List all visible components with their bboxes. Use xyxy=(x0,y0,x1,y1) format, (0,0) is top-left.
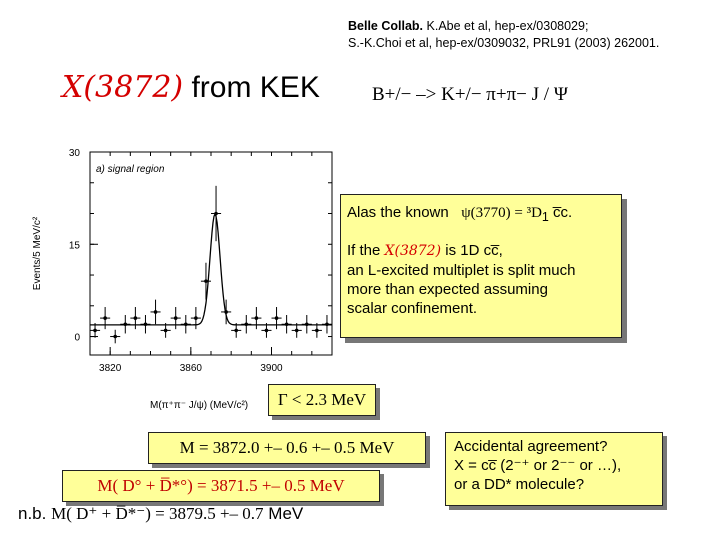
data-point xyxy=(103,316,107,320)
data-point xyxy=(284,322,289,327)
data-point xyxy=(163,328,168,333)
data-point xyxy=(294,328,299,333)
data-point xyxy=(93,328,97,333)
y-tick-label: 30 xyxy=(69,148,81,159)
info-box: Alas the known ψ(3770) = ³D1 c̅c. If the… xyxy=(340,194,622,338)
y-tick-label: 15 xyxy=(69,240,81,251)
data-point xyxy=(274,316,279,320)
data-point xyxy=(315,328,319,333)
mass-measurement-box: M = 3872.0 +– 0.6 +– 0.5 MeV xyxy=(148,432,426,464)
y-axis-label: Events/5 MeV/c² xyxy=(32,216,43,290)
x-tick-label: 3820 xyxy=(99,363,122,374)
data-point xyxy=(133,316,138,320)
data-point xyxy=(224,310,228,314)
d0-threshold-box: M( D° + D̅*°) = 3871.5 +– 0.5 MeV xyxy=(62,470,380,502)
fit-curve xyxy=(90,212,332,326)
data-point xyxy=(153,310,158,314)
info-line1: Alas the known ψ(3770) = ³D1 c̅c. xyxy=(347,204,573,224)
panel-label: a) signal region xyxy=(96,164,165,175)
slide-title: X(3872) from KEK xyxy=(62,70,320,105)
decay-channel: B+/− –> K+/− π+π− J / Ψ xyxy=(372,84,568,105)
accidental-box: Accidental agreement? X = cc̅ (2⁻⁺ or 2⁻… xyxy=(445,432,663,506)
collaboration-name: Belle Collab. xyxy=(348,19,424,33)
data-point xyxy=(304,322,309,327)
data-point xyxy=(254,316,259,320)
data-point xyxy=(143,322,148,327)
reference-line1: K.Abe et al, hep-ex/0308029; xyxy=(423,19,589,33)
reference-line2: S.-K.Choi et al, hep-ex/0309032, PRL91 (… xyxy=(348,36,660,50)
y-tick-label: 0 xyxy=(74,333,80,344)
data-point xyxy=(244,322,249,327)
data-point xyxy=(173,316,178,320)
x-axis-label: M(π⁺π⁻ J/ψ) (MeV/c²) xyxy=(150,400,248,411)
data-point xyxy=(123,322,128,327)
info-particle: X(3872) xyxy=(384,243,442,259)
reference-citation: Belle Collab. K.Abe et al, hep-ex/030802… xyxy=(348,18,659,52)
data-point xyxy=(113,334,118,339)
info-line3: an L-excited multiplet is split much xyxy=(347,262,576,279)
data-point xyxy=(325,322,329,327)
data-point xyxy=(183,322,188,327)
width-box: Γ < 2.3 MeV xyxy=(268,384,376,416)
accidental-line2: X = cc̅ (2⁻⁺ or 2⁻⁻ or …), xyxy=(454,457,622,474)
nb-note: n.b. M( D⁺ + D̅*⁻) = 3879.5 +– 0.7 MeV xyxy=(18,504,304,523)
x-tick-label: 3900 xyxy=(260,363,283,374)
info-line2: If the X(3872) is 1D cc̅, xyxy=(347,242,503,259)
x-tick-label: 3860 xyxy=(180,363,203,374)
title-rest: from KEK xyxy=(183,71,320,104)
accidental-line3: or a DD* molecule? xyxy=(454,476,585,493)
data-point xyxy=(204,279,208,283)
data-point xyxy=(214,211,218,216)
info-line5: scalar confinement. xyxy=(347,300,478,317)
data-point xyxy=(234,328,239,333)
info-line4: more than expected assuming xyxy=(347,281,548,298)
accidental-line1: Accidental agreement? xyxy=(454,438,608,455)
data-point xyxy=(264,328,269,333)
data-point xyxy=(194,316,198,320)
title-particle: X(3872) xyxy=(62,70,184,105)
